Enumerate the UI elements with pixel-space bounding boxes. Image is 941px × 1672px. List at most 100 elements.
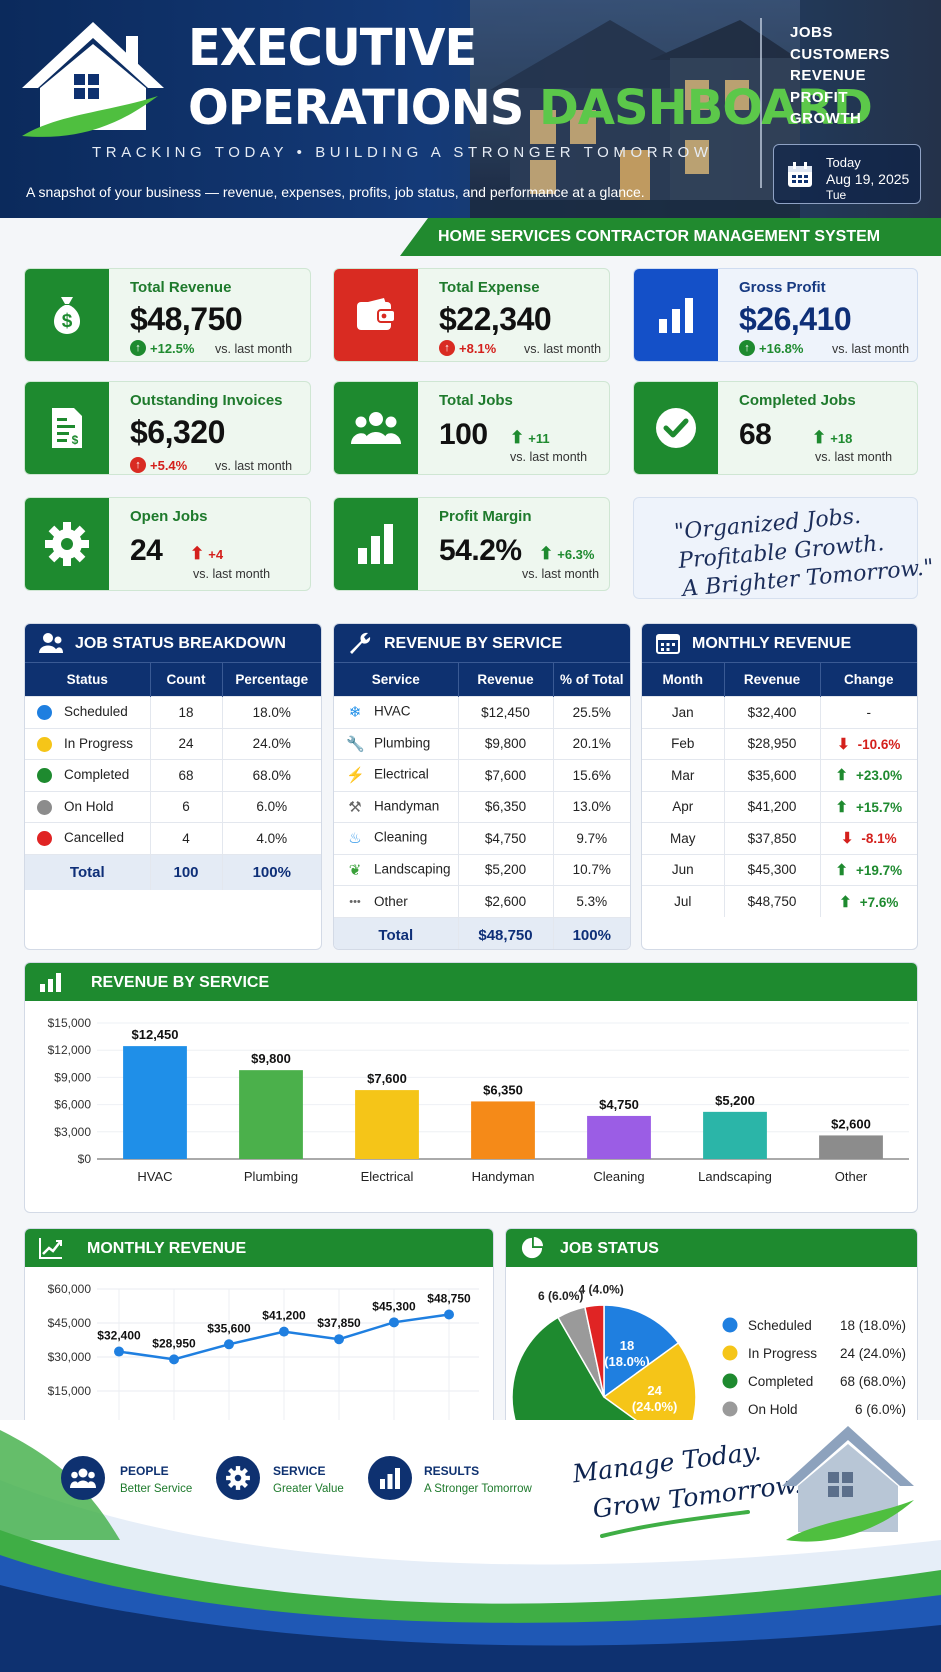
panel-header: MONTHLY REVENUE <box>642 624 917 662</box>
bar[interactable] <box>587 1115 651 1159</box>
total-label: Total <box>334 916 458 949</box>
table-row[interactable]: On Hold 6 6.0% <box>25 790 321 823</box>
table-row[interactable]: Scheduled 18 18.0% <box>25 696 321 728</box>
nav-revenue[interactable]: REVENUE <box>790 67 867 84</box>
data-point[interactable] <box>114 1346 124 1357</box>
legend-value: 24 (24.0%) <box>840 1346 906 1361</box>
table-row[interactable]: Jun $45,300 ⬆ +19.7% <box>642 853 917 886</box>
table-row[interactable]: 🔧 Plumbing $9,800 20.1% <box>334 727 630 760</box>
data-point[interactable] <box>389 1317 399 1328</box>
bar-value-label: $4,750 <box>599 1097 639 1112</box>
bar-value-label: $9,800 <box>251 1051 291 1066</box>
arrow-up-icon: ↑ <box>739 340 755 356</box>
trend-line-icon <box>39 1238 62 1259</box>
spray-bottle-icon: ♨ <box>348 830 362 848</box>
change-cell: ⬆ +7.6% <box>819 885 917 917</box>
table-row[interactable]: Cancelled 4 4.0% <box>25 822 321 854</box>
kpi-gross-profit[interactable]: Gross Profit $26,410 ↑ +16.8% vs. last mo… <box>633 268 918 362</box>
pie-slice[interactable] <box>603 1304 680 1399</box>
dots-icon: ••• <box>349 896 361 909</box>
data-point[interactable] <box>279 1326 289 1337</box>
table-row[interactable]: Jul $48,750 ⬆ +7.6% <box>642 885 917 917</box>
nav-customers[interactable]: CUSTOMERS <box>790 45 891 63</box>
footer-results-title: RESULTS <box>424 1464 480 1478</box>
table-row[interactable]: Apr $41,200 ⬆ +15.7% <box>642 790 917 823</box>
table-row[interactable]: ♨ Cleaning $4,750 9.7% <box>334 822 630 854</box>
date-box: Today Aug 19, 2025 Tue <box>773 144 921 204</box>
change-cell: ⬆ +15.7% <box>819 790 917 823</box>
revenue-service-table: Service Revenue % of Total ❄ HVAC $12,450 2… <box>334 662 630 949</box>
pie-slice[interactable] <box>583 1304 605 1398</box>
title-dashboard: DASHBOARD <box>539 80 873 136</box>
count-cell: 4 <box>149 822 222 854</box>
people-icon <box>61 1456 105 1500</box>
legend-dot <box>722 1373 738 1389</box>
panel-title: JOB STATUS <box>560 1240 659 1257</box>
kpi-total-revenue[interactable]: $ Total Revenue $48,750 ↑ +12.5% vs. last… <box>24 268 311 362</box>
bar-chart-icon <box>368 1456 412 1500</box>
divider <box>760 18 762 188</box>
date-day: Tue <box>826 188 847 202</box>
kpi-vs: vs. last month <box>215 459 293 473</box>
footer-waves <box>0 1430 941 1672</box>
table-row[interactable]: Completed 68 68.0% <box>25 759 321 791</box>
bar[interactable] <box>123 1046 187 1159</box>
kpi-total-expense[interactable]: Total Expense $22,340 ↑ +8.1% vs. last mo… <box>333 268 610 362</box>
table-row[interactable]: Mar $35,600 ⬆ +23.0% <box>642 759 917 791</box>
kpi-label: Profit Margin <box>439 508 532 525</box>
kpi-outstanding-invoices[interactable]: $ Outstanding Invoices $6,320 ↑ +5.4% vs.… <box>24 381 311 475</box>
footer-people-title: PEOPLE <box>120 1464 169 1478</box>
percentage-cell: 18.0% <box>221 696 321 728</box>
table-row[interactable]: Feb $28,950 ⬇ -10.6% <box>642 727 917 760</box>
panel-header: JOB STATUS BREAKDOWN <box>25 624 321 662</box>
bar[interactable] <box>471 1101 535 1159</box>
job-status-breakdown-panel: JOB STATUS BREAKDOWN Status Count Percen… <box>24 623 322 950</box>
table-row[interactable]: May $37,850 ⬇ -8.1% <box>642 822 917 854</box>
data-point[interactable] <box>169 1354 179 1365</box>
status-cell: Completed <box>25 759 150 791</box>
revenue-cell: $28,950 <box>723 727 820 760</box>
bar-chart-icon <box>634 269 718 361</box>
checkmark-icon <box>634 382 718 474</box>
table-row[interactable]: ❄ HVAC $12,450 25.5% <box>334 696 630 728</box>
table-row[interactable]: ⚒ Handyman $6,350 13.0% <box>334 790 630 823</box>
table-row[interactable]: ⚡ Electrical $7,600 15.6% <box>334 759 630 791</box>
kpi-open-jobs[interactable]: Open Jobs 24 ⬆ +4 vs. last month <box>24 497 311 591</box>
bar[interactable] <box>239 1070 303 1159</box>
kpi-completed-jobs[interactable]: Completed Jobs 68 ⬆ +18 vs. last month <box>633 381 918 475</box>
data-point[interactable] <box>224 1339 234 1350</box>
bar[interactable] <box>819 1135 883 1159</box>
bar[interactable] <box>355 1090 419 1159</box>
table-row[interactable]: ••• Other $2,600 5.3% <box>334 885 630 917</box>
service-cell: ⚡ Electrical <box>334 759 458 791</box>
status-dot <box>37 831 52 847</box>
table-row[interactable]: Jan $32,400- <box>642 696 917 728</box>
revenue-cell: $35,600 <box>723 759 820 791</box>
kpi-value: $48,750 <box>130 301 243 337</box>
panel-header: REVENUE BY SERVICE <box>334 624 630 662</box>
y-tick-label: $30,000 <box>48 1350 92 1364</box>
total-pct: 100% <box>221 853 321 890</box>
nav-jobs[interactable]: JOBS <box>790 24 833 41</box>
house-illustration <box>470 20 800 218</box>
nav-profit[interactable]: PROFIT <box>790 88 848 106</box>
table-row[interactable]: In Progress 24 24.0% <box>25 727 321 760</box>
footer: PEOPLE Better Service SERVICE Greater Va… <box>0 1420 941 1672</box>
percentage-cell: 25.5% <box>552 696 630 728</box>
bar[interactable] <box>703 1111 767 1159</box>
date-value: Aug 19, 2025 <box>826 171 910 187</box>
column-header: Count <box>149 662 222 697</box>
change-cell: - <box>819 696 917 728</box>
data-point[interactable] <box>444 1309 454 1320</box>
title-line-2: OPERATIONS DASHBOARD <box>188 80 873 136</box>
change-cell: ⬇ -8.1% <box>819 822 917 854</box>
table-row[interactable]: ❦ Landscaping $5,200 10.7% <box>334 853 630 886</box>
panel-title: MONTHLY REVENUE <box>87 1240 247 1257</box>
system-name: HOME SERVICES CONTRACTOR MANAGEMENT SYST… <box>438 228 881 245</box>
nav-growth[interactable]: GROWTH <box>790 110 862 127</box>
kpi-total-jobs[interactable]: Total Jobs 100 ⬆ +11 vs. last month <box>333 381 610 475</box>
arrow-up-icon: ↑ <box>130 457 146 473</box>
wallet-icon <box>334 269 418 361</box>
data-point[interactable] <box>334 1334 344 1345</box>
kpi-profit-margin[interactable]: Profit Margin 54.2% ⬆ +6.3% vs. last mont… <box>333 497 610 591</box>
